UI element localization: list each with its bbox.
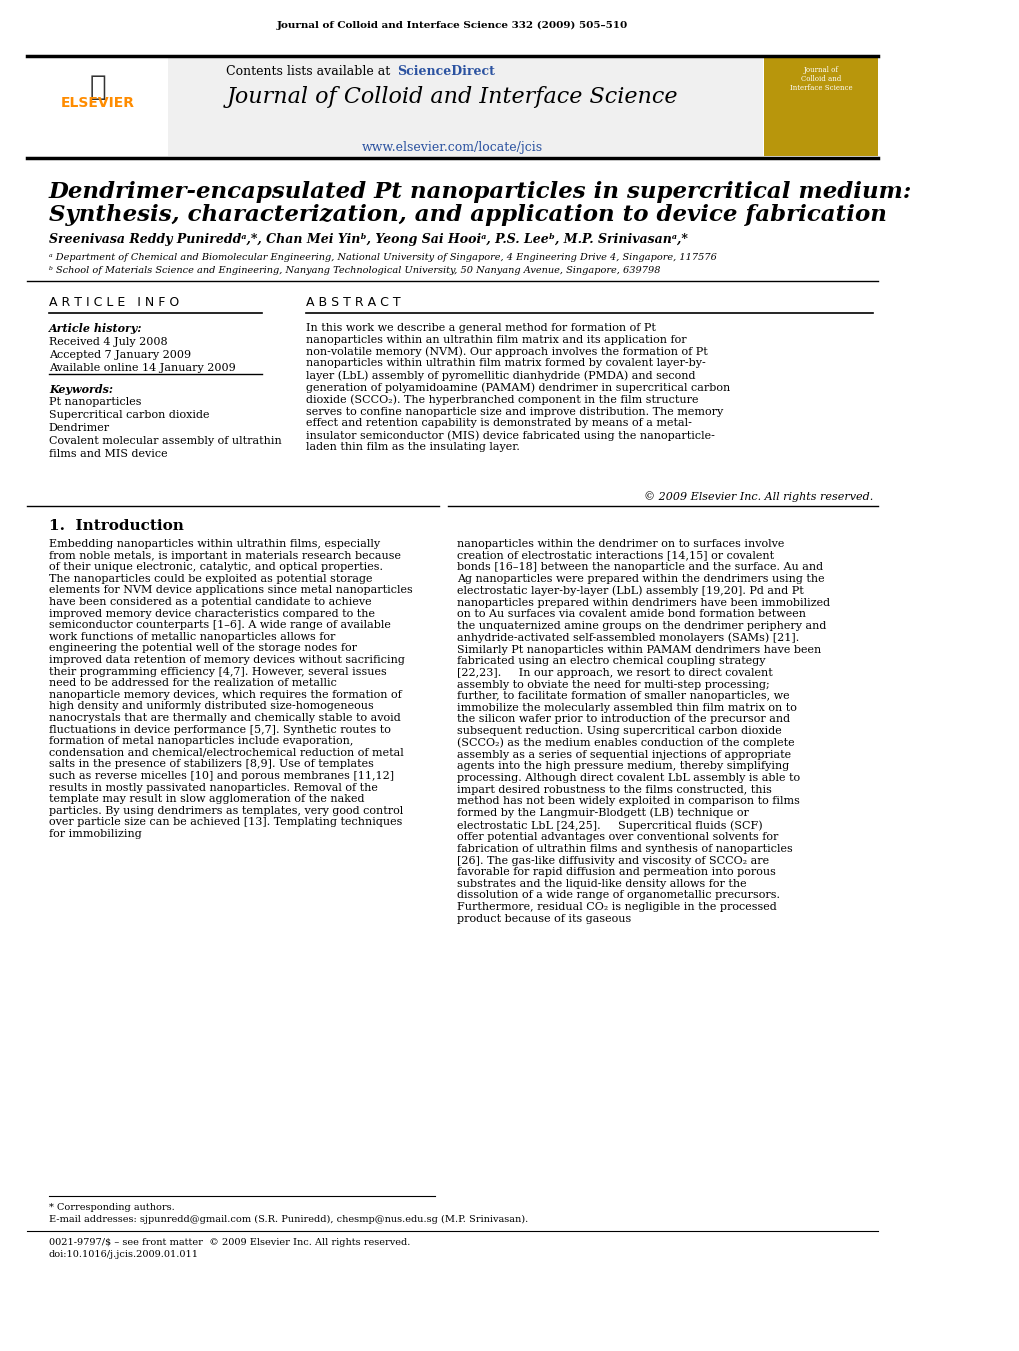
Text: Accepted 7 January 2009: Accepted 7 January 2009 [49,350,191,359]
Text: nanoparticles within the dendrimer on to surfaces involve
creation of electrosta: nanoparticles within the dendrimer on to… [457,539,829,924]
Text: Synthesis, characterization, and application to device fabrication: Synthesis, characterization, and applica… [49,204,886,226]
Text: 1.  Introduction: 1. Introduction [49,519,183,534]
Text: Contents lists available at: Contents lists available at [226,65,394,78]
Text: ᵇ School of Materials Science and Engineering, Nanyang Technological University,: ᵇ School of Materials Science and Engine… [49,266,659,276]
Text: A R T I C L E   I N F O: A R T I C L E I N F O [49,296,179,309]
Text: Embedding nanoparticles within ultrathin films, especially
from noble metals, is: Embedding nanoparticles within ultrathin… [49,539,412,839]
Text: Journal of Colloid and Interface Science 332 (2009) 505–510: Journal of Colloid and Interface Science… [276,22,628,30]
FancyBboxPatch shape [26,58,168,155]
Text: ELSEVIER: ELSEVIER [60,96,135,109]
Text: Journal of Colloid and Interface Science: Journal of Colloid and Interface Science [226,86,678,108]
Text: Dendrimer: Dendrimer [49,423,110,434]
Text: Covalent molecular assembly of ultrathin: Covalent molecular assembly of ultrathin [49,436,281,446]
Text: Dendrimer-encapsulated Pt nanoparticles in supercritical medium:: Dendrimer-encapsulated Pt nanoparticles … [49,181,911,203]
Text: ScienceDirect: ScienceDirect [396,65,494,78]
Text: A B S T R A C T: A B S T R A C T [306,296,400,309]
Text: Journal of
Colloid and
Interface Science: Journal of Colloid and Interface Science [789,66,852,92]
Text: Sreenivasa Reddy Punireddᵃ,*, Chan Mei Yinᵇ, Yeong Sai Hooiᵃ, P.S. Leeᵇ, M.P. Sr: Sreenivasa Reddy Punireddᵃ,*, Chan Mei Y… [49,232,687,246]
Text: Pt nanoparticles: Pt nanoparticles [49,397,142,407]
Text: doi:10.1016/j.jcis.2009.01.011: doi:10.1016/j.jcis.2009.01.011 [49,1250,199,1259]
Text: E-mail addresses: sjpunredd@gmail.com (S.R. Puniredd), chesmp@nus.edu.sg (M.P. S: E-mail addresses: sjpunredd@gmail.com (S… [49,1215,528,1224]
Text: Keywords:: Keywords: [49,384,113,394]
Text: Available online 14 January 2009: Available online 14 January 2009 [49,363,235,373]
Text: Article history:: Article history: [49,323,142,334]
FancyBboxPatch shape [26,58,762,155]
Text: * Corresponding authors.: * Corresponding authors. [49,1202,174,1212]
Text: films and MIS device: films and MIS device [49,449,167,459]
Text: 0021-9797/$ – see front matter  © 2009 Elsevier Inc. All rights reserved.: 0021-9797/$ – see front matter © 2009 El… [49,1238,410,1247]
Text: © 2009 Elsevier Inc. All rights reserved.: © 2009 Elsevier Inc. All rights reserved… [644,490,872,501]
FancyBboxPatch shape [763,58,877,155]
Text: ᵃ Department of Chemical and Biomolecular Engineering, National University of Si: ᵃ Department of Chemical and Biomolecula… [49,253,716,262]
Text: 🌲: 🌲 [89,73,106,101]
Text: Received 4 July 2008: Received 4 July 2008 [49,336,167,347]
Text: In this work we describe a general method for formation of Pt
nanoparticles with: In this work we describe a general metho… [306,323,730,453]
Text: Supercritical carbon dioxide: Supercritical carbon dioxide [49,409,209,420]
Text: www.elsevier.com/locate/jcis: www.elsevier.com/locate/jcis [362,141,542,154]
